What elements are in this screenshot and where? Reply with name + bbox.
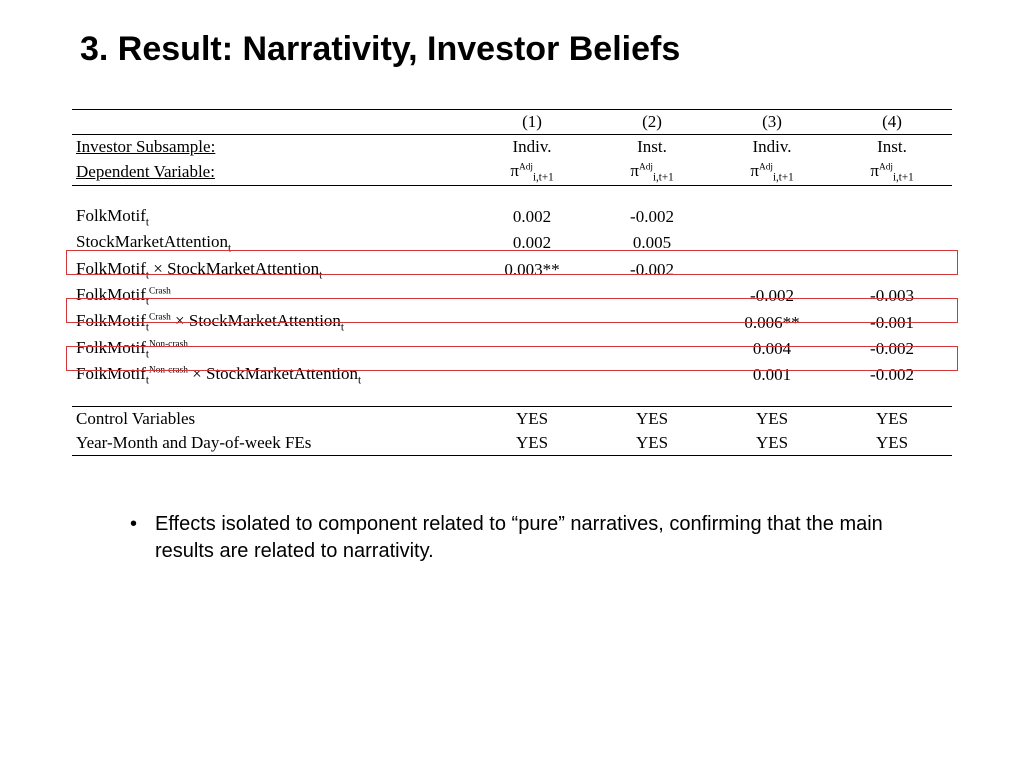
cell-value bbox=[592, 283, 712, 309]
subsample-label: Investor Subsample: bbox=[72, 135, 472, 160]
col-num: (1) bbox=[472, 110, 592, 135]
cell-value bbox=[472, 283, 592, 309]
depvar-col: πAdji,t+1 bbox=[472, 159, 592, 186]
col-num: (2) bbox=[592, 110, 712, 135]
cell-value: -0.002 bbox=[592, 257, 712, 283]
control-cell: YES bbox=[592, 431, 712, 456]
cell-value bbox=[592, 362, 712, 388]
row-label: FolkMotiftCrash bbox=[72, 283, 472, 309]
slide-title: 3. Result: Narrativity, Investor Beliefs bbox=[80, 30, 964, 69]
cell-value bbox=[472, 336, 592, 362]
col-num: (3) bbox=[712, 110, 832, 135]
cell-value: 0.006** bbox=[712, 309, 832, 335]
cell-value bbox=[832, 257, 952, 283]
control-row-label: Control Variables bbox=[72, 407, 472, 432]
cell-value bbox=[832, 230, 952, 256]
control-row-label: Year-Month and Day-of-week FEs bbox=[72, 431, 472, 456]
cell-value: -0.002 bbox=[832, 362, 952, 388]
row-label: StockMarketAttentiont bbox=[72, 230, 472, 256]
bullet-point: • Effects isolated to component related … bbox=[120, 511, 924, 565]
cell-value bbox=[712, 257, 832, 283]
depvar-col: πAdji,t+1 bbox=[712, 159, 832, 186]
results-table: (1) (2) (3) (4) Investor Subsample: Indi… bbox=[72, 109, 952, 456]
cell-value: -0.001 bbox=[832, 309, 952, 335]
row-label: FolkMotift × StockMarketAttentiont bbox=[72, 257, 472, 283]
subsample-val: Inst. bbox=[832, 135, 952, 160]
cell-value: 0.002 bbox=[472, 230, 592, 256]
control-cell: YES bbox=[472, 407, 592, 432]
bullet-text: Effects isolated to component related to… bbox=[155, 511, 924, 565]
cell-value: -0.002 bbox=[712, 283, 832, 309]
cell-value: 0.004 bbox=[712, 336, 832, 362]
depvar-col: πAdji,t+1 bbox=[592, 159, 712, 186]
row-label: FolkMotiftCrash × StockMarketAttentiont bbox=[72, 309, 472, 335]
control-cell: YES bbox=[712, 431, 832, 456]
control-cell: YES bbox=[472, 431, 592, 456]
control-cell: YES bbox=[832, 407, 952, 432]
control-cell: YES bbox=[832, 431, 952, 456]
subsample-val: Inst. bbox=[592, 135, 712, 160]
cell-value bbox=[592, 336, 712, 362]
depvar-col: πAdji,t+1 bbox=[832, 159, 952, 186]
cell-value bbox=[832, 204, 952, 230]
cell-value: -0.002 bbox=[592, 204, 712, 230]
cell-value: 0.002 bbox=[472, 204, 592, 230]
cell-value: 0.001 bbox=[712, 362, 832, 388]
cell-value bbox=[712, 204, 832, 230]
control-cell: YES bbox=[712, 407, 832, 432]
depvar-label: Dependent Variable: bbox=[72, 159, 472, 186]
cell-value: 0.003** bbox=[472, 257, 592, 283]
bullet-dot-icon: • bbox=[130, 511, 137, 565]
row-label: FolkMotift bbox=[72, 204, 472, 230]
row-label: FolkMotiftNon-crash bbox=[72, 336, 472, 362]
row-label: FolkMotiftNon-crash × StockMarketAttenti… bbox=[72, 362, 472, 388]
cell-value bbox=[592, 309, 712, 335]
cell-value bbox=[712, 230, 832, 256]
cell-value: -0.003 bbox=[832, 283, 952, 309]
cell-value bbox=[472, 362, 592, 388]
subsample-val: Indiv. bbox=[712, 135, 832, 160]
col-num: (4) bbox=[832, 110, 952, 135]
cell-value: -0.002 bbox=[832, 336, 952, 362]
cell-value: 0.005 bbox=[592, 230, 712, 256]
control-cell: YES bbox=[592, 407, 712, 432]
subsample-val: Indiv. bbox=[472, 135, 592, 160]
cell-value bbox=[472, 309, 592, 335]
results-table-container: (1) (2) (3) (4) Investor Subsample: Indi… bbox=[72, 109, 952, 456]
